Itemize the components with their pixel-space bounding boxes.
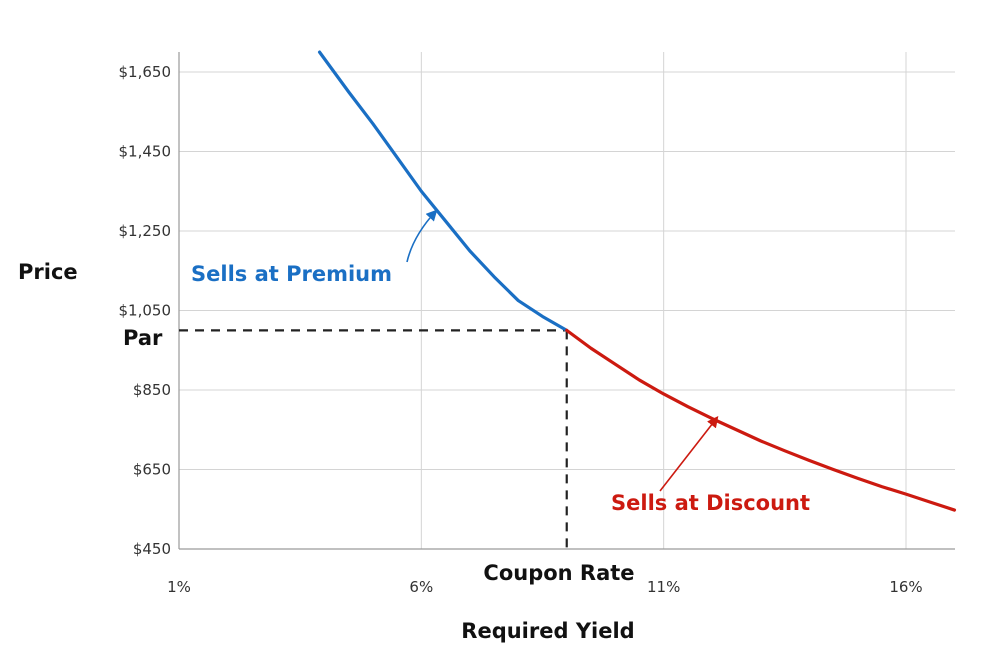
annotation-arrows (406, 209, 719, 492)
coupon-rate-label: Coupon Rate (483, 561, 634, 585)
discount-curve (565, 328, 957, 512)
discount-arrow (659, 416, 719, 492)
series-lines (317, 50, 957, 512)
y-tick-label: $1,250 (119, 222, 172, 240)
y-tick-label: $1,650 (119, 63, 172, 81)
x-tick-label: 11% (647, 578, 680, 596)
premium-curve (317, 50, 569, 332)
y-axis-title: Price (18, 260, 78, 284)
y-tick-label: $650 (133, 461, 171, 479)
axes (178, 52, 955, 550)
y-tick-label: $450 (133, 540, 171, 558)
premium-annotation: Sells at Premium (191, 262, 392, 286)
x-tick-label: 1% (167, 578, 191, 596)
discount-annotation: Sells at Discount (611, 491, 810, 515)
y-tick-labels: $450 $650 $850 $1,050 $1,250 $1,450 $1,650 (119, 63, 172, 558)
y-tick-label: $1,450 (119, 143, 172, 161)
y-tick-label: $1,050 (119, 302, 172, 320)
reference-lines (179, 329, 568, 549)
x-tick-label: 16% (889, 578, 922, 596)
grid (179, 52, 955, 549)
premium-arrow (406, 209, 438, 263)
y-tick-label: $850 (133, 381, 171, 399)
x-axis-title: Required Yield (461, 619, 634, 643)
x-tick-labels: 1% 6% 11% 16% (167, 578, 923, 596)
par-label: Par (123, 326, 163, 350)
x-tick-label: 6% (409, 578, 433, 596)
